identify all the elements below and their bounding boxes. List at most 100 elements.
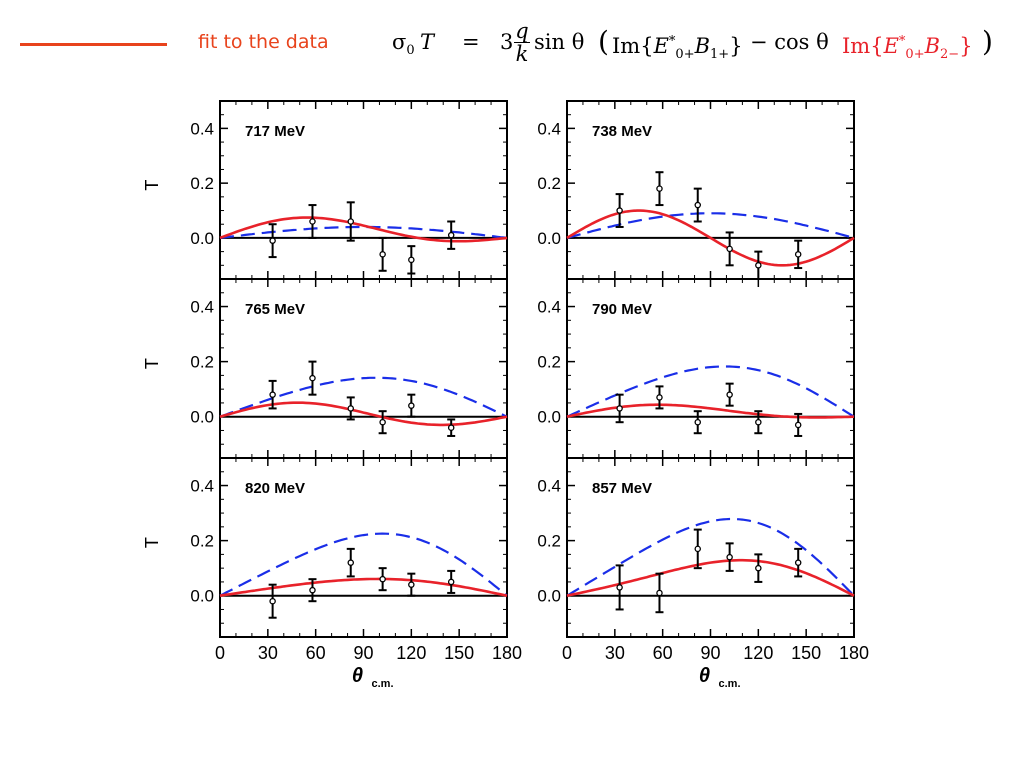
panel-6-xtick-label: 60 [653,643,673,663]
panel-6-xtick-label: 180 [839,643,869,663]
formula-term1: Im{E*0+B1+} [612,34,743,63]
panel-3-ytick-label: 0.0 [190,408,214,427]
panel-1-data-point [269,237,276,244]
formula-frac-den: k [515,42,529,66]
panel-5-model-curve [219,532,508,597]
panel-6-data-point [694,545,701,553]
formula-sin: sin θ [534,30,585,54]
formula-equals: = [462,30,480,54]
panel-5-xlabel-sub: c.m. [372,678,394,690]
panel-2-label: 738 MeV [592,123,652,140]
panel-4-data-point [616,405,623,412]
panel-5-ytick-label: 0.4 [190,477,214,496]
panel-5-xtick-label: 180 [492,643,522,663]
panel-5-label: 820 MeV [245,480,305,497]
panel-4-ytick-label: 0.4 [537,298,561,317]
panel-6-model-curve [566,517,855,597]
panel-6-data-point [794,559,802,566]
panel-3-model-curve [219,376,508,418]
panel-6-xtick-label: 90 [700,643,720,663]
panel-6-ytick-label: 0.2 [537,532,561,551]
panel-5-data-point [379,575,386,583]
panel-6-data-point [726,553,733,561]
panel-5-xlabel: θ [352,665,363,687]
panel-1-fit-curve [219,216,508,243]
panel-5-ytick-label: 0.0 [190,587,214,606]
formula-frac-num: q [515,19,529,43]
panel-3-data-point [309,374,316,382]
panel-4-fit-curve [566,403,855,419]
panel-2-data-point [755,262,762,269]
panel-1-ylabel: T [142,180,162,191]
panel-1-data-point [379,251,386,258]
panel-6-xlabel: θ [699,665,710,687]
panel-3-ylabel: T [142,358,162,369]
formula-open-paren: ( [598,25,609,58]
panel-4-ytick-label: 0.2 [537,353,561,372]
panel-5-data-point [309,586,316,594]
panel-3-label: 765 MeV [245,301,305,318]
panel-3-data-point [447,424,455,431]
panel-3-data-point [269,391,276,398]
panel-2-data-point [794,251,802,258]
panel-6-ytick-label: 0.0 [537,587,561,606]
panel-4-label: 790 MeV [592,301,652,318]
panel-2-model-curve [566,212,855,239]
formula-sigma: σ0 [392,30,415,59]
panel-1-data-point [347,218,354,225]
panel-5-xtick-label: 0 [215,643,225,663]
formula-lhs-t: T [420,30,435,54]
panel-5-xtick-label: 90 [353,643,373,663]
formula-close-paren: ) [982,25,993,58]
panel-4-ytick-label: 0.0 [537,408,561,427]
panel-6-data-point [755,564,762,572]
panel-5-data-point [347,559,354,566]
panel-5-ylabel: T [142,537,162,548]
formula-minus-cos: − cos θ [750,30,829,54]
panel-3-fit-curve [219,401,508,427]
panel-5-fit-curve [219,577,508,597]
panel-3-data-point [347,405,354,412]
panel-3-data-point [379,418,386,426]
panel-2-data-point [694,201,701,209]
panel-3-data-point [408,402,415,409]
panel-1-ytick-label: 0.0 [190,229,214,248]
panel-6-xtick-label: 150 [791,643,821,663]
panel-2-ytick-label: 0.4 [537,119,561,138]
header: fit to the data σ0 T = 3 q k sin θ ( Im{… [0,0,1024,90]
panel-5-xtick-label: 60 [306,643,326,663]
formula-frac-bar [514,42,530,43]
panel-6-fit-curve [566,558,855,597]
panel-4-data-point [726,391,733,398]
panel-1-ytick-label: 0.4 [190,119,214,138]
formula-fraction: q k [512,20,532,65]
panel-1-label: 717 MeV [245,123,305,140]
panel-6-label: 857 MeV [592,480,652,497]
panel-2-ytick-label: 0.0 [537,229,561,248]
panel-4-model-curve [566,365,855,418]
legend-fit-label: fit to the data [198,31,329,53]
panel-4-data-point [755,418,762,426]
panel-5-data-point [408,581,415,588]
panel-5-data-point [269,597,276,605]
legend-fit-line [20,43,167,46]
panel-2-data-point [726,245,733,253]
panel-5-ytick-label: 0.2 [190,532,214,551]
formula-term2: Im{E*0+B2−} [842,34,973,63]
formula-coef: 3 [500,30,514,54]
panel-2-data-point [616,207,623,214]
panel-6-xlabel-sub: c.m. [719,678,741,690]
panel-2-fit-curve [566,209,855,267]
panel-1-model-curve [219,225,508,239]
panel-1-ytick-label: 0.2 [190,174,214,193]
panel-5-xtick-label: 150 [444,643,474,663]
panel-6-ytick-label: 0.4 [537,477,561,496]
panel-2-ytick-label: 0.2 [537,174,561,193]
panel-5-xtick-label: 120 [396,643,426,663]
panel-5-xtick-label: 30 [258,643,278,663]
panel-4-data-point [694,418,701,426]
panel-1-data-point [447,231,455,239]
panel-2-data-point [656,185,663,192]
panel-4-data-point [656,394,663,401]
